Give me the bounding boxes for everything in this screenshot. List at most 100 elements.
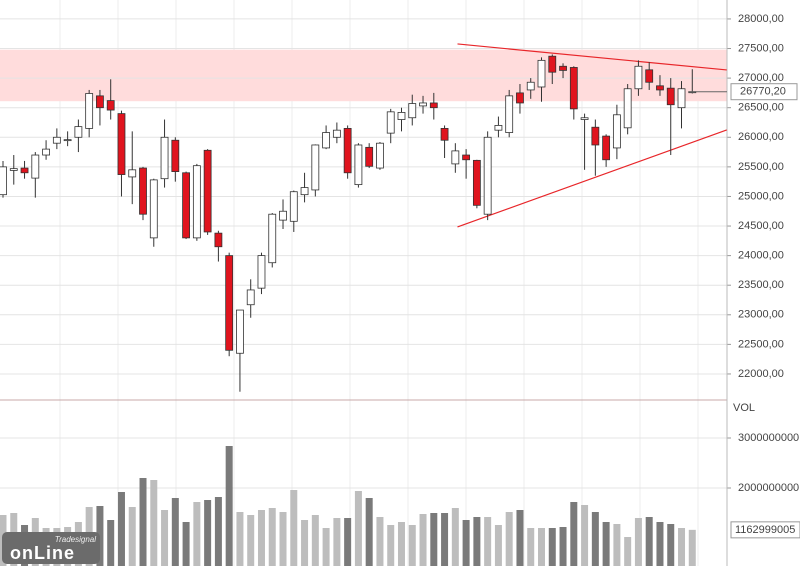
candle-body	[677, 88, 686, 109]
candle-body	[52, 136, 61, 144]
volume-bar	[150, 480, 158, 566]
candle-body	[483, 136, 492, 215]
volume-bar	[527, 528, 535, 566]
volume-bar	[107, 520, 115, 566]
candle-body	[376, 142, 384, 169]
candle-body	[182, 172, 190, 239]
candle-body	[192, 165, 201, 239]
candle-body	[171, 139, 180, 172]
volume-bar	[236, 512, 244, 566]
volume-bar	[505, 512, 513, 566]
candle-body	[472, 159, 481, 206]
brand: Tradesignal	[55, 535, 96, 544]
candle-body	[128, 169, 137, 178]
volume-bar	[354, 491, 362, 566]
last-volume-box	[730, 521, 800, 539]
volume-bar	[333, 518, 341, 566]
volume-bar	[430, 513, 438, 566]
y-tick-label: 27000,00	[738, 72, 784, 84]
volume-bar	[613, 524, 621, 566]
volume-bar	[581, 505, 589, 566]
volume-bar	[117, 492, 125, 566]
volume-bar	[257, 510, 265, 566]
volume-bar	[570, 502, 578, 566]
logo-text: onLine	[10, 543, 75, 563]
last-volume-label: 1162999005	[735, 524, 795, 536]
logo-box	[2, 532, 100, 564]
volume-bar	[311, 515, 319, 566]
volume-bar	[365, 498, 373, 566]
volume-bar	[182, 522, 190, 566]
volume-bar	[408, 525, 416, 566]
candle-body	[9, 168, 18, 171]
volume-bar	[139, 478, 147, 566]
candle-body	[451, 150, 460, 165]
y-tick-label: 22000,00	[738, 368, 784, 380]
y-tick-label: 26500,00	[738, 102, 784, 114]
volume-tick-label: 2000000000	[738, 482, 799, 494]
candle-body	[96, 95, 104, 109]
volume-bar	[548, 528, 556, 566]
candle-body	[160, 136, 169, 180]
candle-body	[623, 88, 632, 129]
volume-bar	[290, 490, 298, 566]
volume-bar	[538, 528, 545, 566]
volume-bar	[204, 500, 212, 566]
y-tick-label: 26000,00	[738, 131, 784, 143]
volume-bar	[344, 518, 352, 566]
candle-body	[419, 102, 427, 107]
candle-body	[214, 232, 223, 248]
candle-body	[311, 144, 320, 191]
volume-bar	[688, 529, 696, 566]
resistance-zone	[0, 49, 727, 102]
candle-body	[612, 114, 621, 149]
candle-body	[289, 191, 298, 222]
candle-body	[322, 132, 331, 149]
volume-bar	[516, 510, 524, 566]
volume-label: VOL	[733, 402, 755, 414]
candle-body	[666, 87, 675, 106]
volume-bar	[128, 507, 136, 566]
volume-bar	[171, 498, 179, 566]
candle-body	[300, 187, 309, 196]
candle-body	[526, 81, 535, 91]
candle-body	[365, 146, 374, 167]
candle-body	[537, 59, 546, 88]
candle-body	[397, 112, 406, 120]
volume-bar	[419, 514, 427, 566]
volume-bar	[387, 525, 395, 566]
candle-body	[31, 154, 40, 179]
candle-body	[332, 129, 341, 138]
candle-body	[429, 102, 438, 109]
y-tick-label: 25500,00	[738, 161, 784, 173]
candle-body	[559, 65, 567, 71]
volume-bar	[225, 446, 233, 566]
volume-bar	[96, 506, 104, 566]
candle-body	[42, 148, 50, 156]
candle-body	[580, 117, 589, 120]
last-price-box	[730, 83, 798, 101]
y-tick-label: 23500,00	[738, 279, 784, 291]
volume-bar	[301, 520, 309, 566]
candle-body	[634, 65, 643, 90]
volume-bar	[279, 512, 287, 566]
candle-body	[440, 128, 449, 141]
candle-body	[343, 128, 352, 174]
candle-body	[257, 255, 266, 289]
candle-body	[236, 309, 244, 354]
y-tick-label: 24500,00	[738, 220, 784, 232]
volume-bar	[451, 508, 459, 566]
volume-bar	[678, 528, 686, 566]
candle-body	[139, 167, 147, 215]
candle-body	[354, 144, 363, 186]
volume-bar	[602, 522, 610, 566]
y-tick-label: 23000,00	[738, 309, 784, 321]
volume-bar	[656, 522, 664, 566]
candle-body	[548, 55, 557, 73]
candle-body	[0, 166, 7, 196]
candle-body	[516, 92, 524, 104]
volume-bar	[397, 522, 405, 566]
candle-body	[462, 154, 471, 161]
candle-body	[408, 103, 417, 119]
